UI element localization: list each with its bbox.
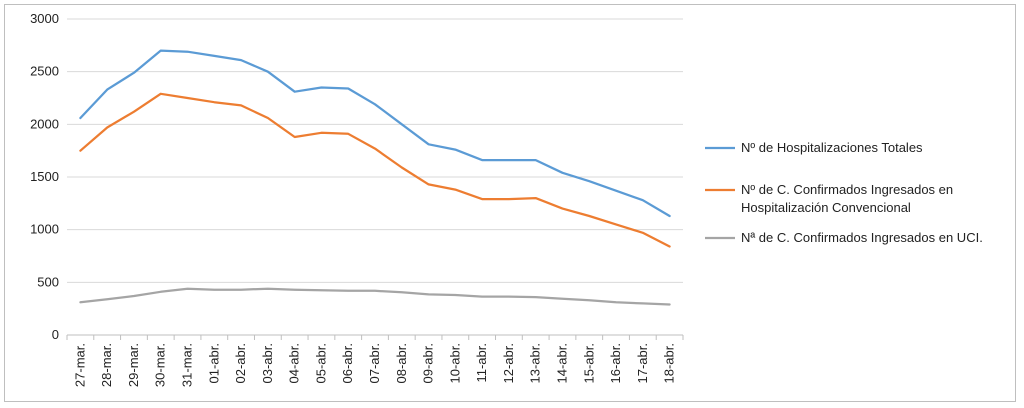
x-tick-label: 13-abr. <box>528 343 543 383</box>
x-tick-label: 16-abr. <box>608 343 623 383</box>
x-tick-label: 29-mar. <box>126 343 141 387</box>
x-tick-label: 03-abr. <box>260 343 275 383</box>
x-tick-label: 18-abr. <box>662 343 677 383</box>
legend-label-1: Nº de Hospitalizaciones Totales <box>741 140 923 155</box>
y-tick-label: 1000 <box>30 222 59 237</box>
x-tick-label: 06-abr. <box>340 343 355 383</box>
x-tick-label: 15-abr. <box>581 343 596 383</box>
x-tick-label: 08-abr. <box>394 343 409 383</box>
line-chart: 0 500 1000 1500 2000 2500 3000 27-mar. 28-mar. 29… <box>30 11 983 387</box>
chart-frame: 0 500 1000 1500 2000 2500 3000 27-mar. 28-mar. 29… <box>4 4 1016 402</box>
series-line-1 <box>79 49 671 218</box>
y-tick-label: 1500 <box>30 169 59 184</box>
series-line-3 <box>79 287 671 306</box>
y-tick-label: 500 <box>37 274 59 289</box>
series-line-2 <box>79 92 671 248</box>
x-tick-label: 09-abr. <box>421 343 436 383</box>
x-tick-label: 12-abr. <box>501 343 516 383</box>
x-tick-label: 31-mar. <box>180 343 195 387</box>
x-tick-label: 30-mar. <box>153 343 168 387</box>
x-tick-label: 28-mar. <box>99 343 114 387</box>
legend-label-2: Hospitalización Convencional <box>741 200 911 215</box>
x-tick-label: 07-abr. <box>367 343 382 383</box>
x-tick-label: 27-mar. <box>72 343 87 387</box>
x-tick-label: 17-abr. <box>635 343 650 383</box>
x-tick-label: 02-abr. <box>233 343 248 383</box>
x-tick-label: 04-abr. <box>287 343 302 383</box>
legend-label-2: Nº de C. Confirmados Ingresados en <box>741 182 953 197</box>
x-tick-label: 10-abr. <box>447 343 462 383</box>
x-tick-label: 01-abr. <box>206 343 221 383</box>
y-tick-label: 2500 <box>30 64 59 79</box>
x-tick-label: 05-abr. <box>313 343 328 383</box>
x-tick-label: 11-abr. <box>474 343 489 383</box>
x-tick-label: 14-abr. <box>554 343 569 383</box>
y-tick-label: 2000 <box>30 116 59 131</box>
legend-label-3: Nª de C. Confirmados Ingresados en UCI. <box>741 230 983 245</box>
y-tick-label: 0 <box>52 327 59 342</box>
y-tick-label: 3000 <box>30 11 59 26</box>
